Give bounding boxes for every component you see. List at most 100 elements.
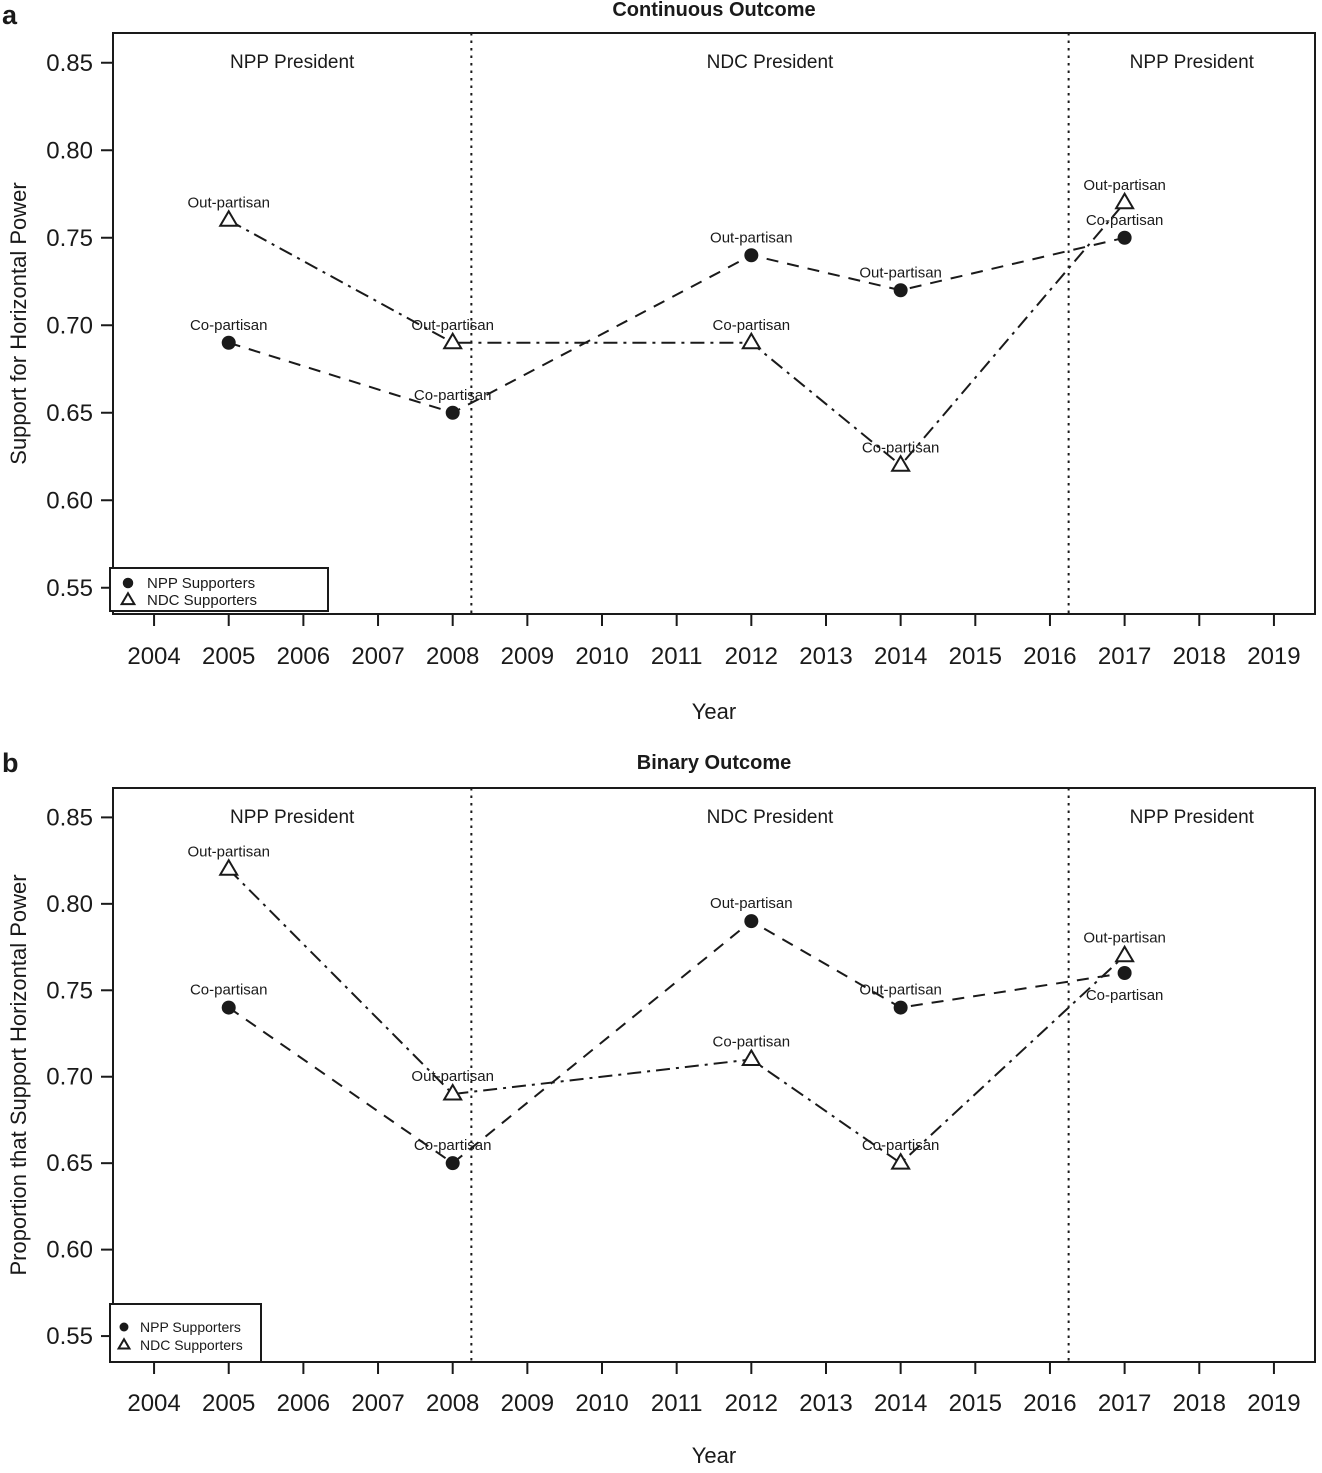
y-tick-label: 0.65 — [46, 400, 93, 427]
x-tick-label: 2018 — [1173, 1390, 1226, 1417]
data-point-marker — [445, 1156, 460, 1171]
legend-label: NPP Supporters — [147, 575, 255, 592]
data-point-marker — [442, 1083, 463, 1101]
data-point-marker — [221, 335, 236, 350]
x-tick-label: 2015 — [949, 643, 1002, 670]
point-label: Out-partisan — [859, 982, 942, 999]
legend-label: NPP Supporters — [140, 1319, 241, 1335]
x-tick-label: 2008 — [426, 643, 479, 670]
x-tick-label: 2004 — [127, 1390, 180, 1417]
y-tick-label: 0.70 — [46, 1064, 93, 1091]
plot-border — [112, 32, 1316, 615]
x-tick-label: 2015 — [949, 1390, 1002, 1417]
data-point-marker — [1117, 965, 1132, 980]
point-label: Out-partisan — [1083, 930, 1166, 947]
panel-a-letter: a — [2, 0, 18, 30]
x-tick-label: 2014 — [874, 1390, 927, 1417]
panel-b-binary-outcome-chart: Binary Outcome NPP President NDC President… — [6, 752, 1316, 1468]
data-point-marker — [741, 331, 762, 350]
point-label: Out-partisan — [187, 194, 270, 211]
point-label: Co-partisan — [190, 317, 268, 334]
data-point-marker — [744, 248, 759, 263]
data-point-marker — [1117, 230, 1132, 245]
x-tick-label: 2009 — [501, 1390, 554, 1417]
y-tick-label: 0.70 — [46, 312, 93, 339]
y-tick-label: 0.55 — [46, 575, 93, 602]
region-label: NDC President — [707, 52, 834, 73]
region-label: NPP President — [1130, 52, 1255, 73]
point-label: Out-partisan — [411, 317, 494, 334]
data-point-marker — [218, 858, 239, 876]
legend-marker-filled-circle — [119, 1322, 129, 1332]
data-point-marker — [221, 1000, 236, 1015]
data-point-marker — [445, 405, 460, 420]
point-label: Co-partisan — [862, 439, 940, 456]
panel-b-letter: b — [2, 748, 19, 778]
x-tick-label: 2013 — [799, 1390, 852, 1417]
series-line-ndc-supporters — [228, 202, 1126, 467]
x-tick-label: 2011 — [651, 1390, 703, 1417]
x-tick-label: 2019 — [1247, 643, 1300, 670]
x-tick-label: 2014 — [874, 643, 927, 670]
region-label: NDC President — [707, 807, 834, 828]
y-axis-label: Proportion that Support Horizontal Power — [6, 874, 31, 1275]
x-tick-label: 2012 — [725, 643, 778, 670]
point-label: Co-partisan — [1086, 212, 1164, 229]
data-point-marker — [890, 454, 911, 472]
x-tick-label: 2006 — [277, 643, 330, 670]
data-point-marker — [1114, 191, 1135, 210]
x-tick-label: 2010 — [575, 643, 628, 670]
x-tick-label: 2006 — [277, 1390, 330, 1417]
y-tick-label: 0.85 — [46, 50, 93, 77]
data-point-marker — [893, 1000, 908, 1015]
x-tick-label: 2018 — [1173, 643, 1226, 670]
data-point-marker — [890, 1152, 911, 1170]
legend-marker-open-triangle — [119, 591, 137, 606]
y-tick-label: 0.55 — [46, 1323, 93, 1350]
legend-box — [109, 1303, 262, 1363]
legend-label: NDC Supporters — [140, 1337, 243, 1353]
y-tick-label: 0.80 — [46, 137, 93, 164]
x-tick-label: 2012 — [725, 1390, 778, 1417]
y-tick-label: 0.85 — [46, 804, 93, 831]
x-tick-label: 2019 — [1247, 1390, 1300, 1417]
series-line-ndc-supporters — [228, 868, 1126, 1165]
y-tick-label: 0.65 — [46, 1150, 93, 1177]
point-label: Out-partisan — [710, 229, 793, 246]
x-tick-label: 2013 — [799, 643, 852, 670]
region-label: NPP President — [230, 807, 355, 828]
point-label: Co-partisan — [414, 387, 492, 404]
x-tick-label: 2016 — [1023, 643, 1076, 670]
x-tick-label: 2017 — [1098, 643, 1151, 670]
y-tick-label: 0.60 — [46, 1237, 93, 1264]
plot-border — [112, 787, 1316, 1363]
panel-a-continuous-outcome-chart: Continuous Outcome NPP President NDC Presi… — [6, 0, 1316, 724]
legend-box — [109, 567, 329, 612]
point-label: Out-partisan — [1083, 177, 1166, 194]
point-label: Co-partisan — [713, 1033, 791, 1050]
y-axis-label: Support for Horizontal Power — [6, 182, 31, 464]
legend-label: NDC Supporters — [147, 592, 257, 609]
data-point-marker — [741, 1048, 762, 1066]
y-tick-label: 0.60 — [46, 487, 93, 514]
legend-marker-open-triangle — [116, 1337, 132, 1350]
chart-title: Binary Outcome — [637, 752, 791, 774]
legend-marker-filled-circle — [122, 577, 134, 589]
point-label: Out-partisan — [187, 843, 270, 860]
series-line-npp-supporters — [228, 919, 1125, 1165]
x-tick-label: 2016 — [1023, 1390, 1076, 1417]
y-tick-label: 0.75 — [46, 225, 93, 252]
x-tick-label: 2007 — [351, 643, 404, 670]
region-label: NPP President — [1130, 807, 1255, 828]
y-tick-label: 0.80 — [46, 891, 93, 918]
point-label: Co-partisan — [713, 317, 791, 334]
data-point-marker — [1114, 944, 1135, 963]
x-axis-label: Year — [692, 1443, 736, 1468]
data-point-marker — [744, 914, 759, 929]
point-label: Co-partisan — [862, 1137, 940, 1154]
y-tick-label: 0.75 — [46, 977, 93, 1004]
x-tick-label: 2005 — [202, 1390, 255, 1417]
data-point-marker — [218, 209, 239, 227]
point-label: Out-partisan — [710, 895, 793, 912]
